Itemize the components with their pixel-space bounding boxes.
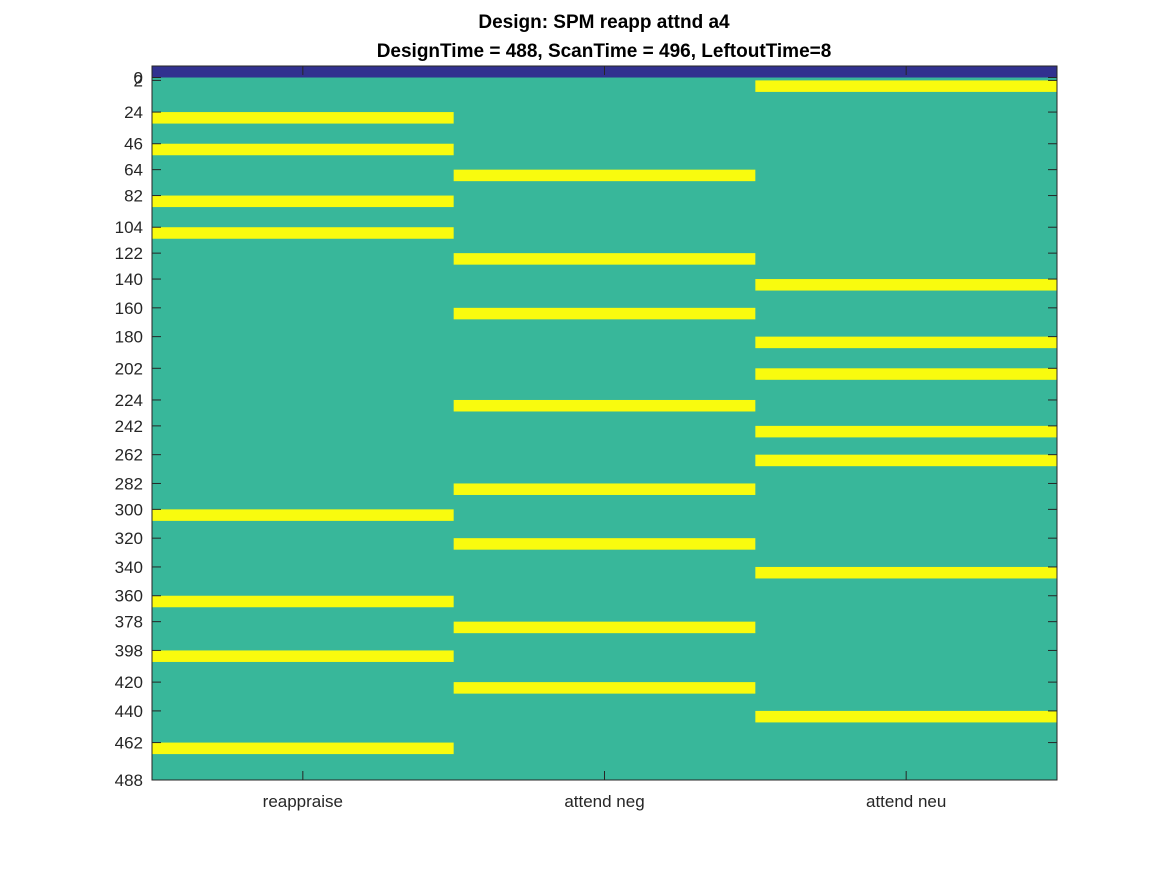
event-bar [755,336,1057,349]
event-bar [453,538,756,550]
x-tick-label: attend neg [564,792,644,811]
event-bar [152,509,454,521]
event-bar [755,454,1057,467]
event-bar [755,710,1057,723]
event-bar [755,80,1057,92]
event-bar [152,227,454,239]
y-tick-label: 340 [115,558,143,577]
event-bar [453,682,756,694]
event-bar [755,425,1057,438]
y-tick-label: 64 [124,161,143,180]
event-bar [453,307,756,320]
y-tick-label: 46 [124,135,143,154]
chart-subtitle: DesignTime = 488, ScanTime = 496, Leftou… [377,41,832,62]
y-tick-label: 488 [115,771,143,790]
chart-title: Design: SPM reapp attnd a4 [478,12,730,33]
y-tick-label: 224 [115,391,143,410]
event-bar [453,399,756,412]
event-bar [152,742,454,755]
event-bar [152,650,454,662]
event-bar [152,195,454,208]
y-tick-label: 82 [124,187,143,206]
y-tick-label: 282 [115,474,143,493]
y-tick-label: 378 [115,613,143,632]
y-tick-label: 24 [124,103,143,122]
y-tick-label: 262 [115,446,143,465]
event-bar [755,566,1057,579]
event-bar [755,279,1057,291]
y-tick-label: 0 [134,69,143,88]
x-tick-label: attend neu [866,792,946,811]
plot-area [151,65,1058,781]
y-tick-label: 180 [115,328,143,347]
y-axis: 0224466482104122140160180202224242262282… [115,69,1057,790]
y-tick-label: 122 [115,244,143,263]
y-tick-label: 320 [115,529,143,548]
event-bar [453,253,756,265]
y-tick-label: 2 [134,71,143,90]
y-tick-label: 440 [115,702,143,721]
y-tick-label: 104 [115,218,143,237]
y-tick-label: 420 [115,673,143,692]
event-bar [453,169,756,182]
event-bar [152,143,454,156]
y-tick-label: 300 [115,500,143,519]
y-tick-label: 202 [115,359,143,378]
y-tick-label: 160 [115,299,143,318]
y-tick-label: 462 [115,734,143,753]
event-bar [152,595,454,608]
event-bar [453,621,756,634]
y-tick-label: 140 [115,270,143,289]
event-bar [152,112,454,124]
y-tick-label: 398 [115,641,143,660]
x-tick-label: reappraise [263,792,343,811]
event-bar [453,483,756,495]
event-bar [755,368,1057,380]
y-tick-label: 242 [115,417,143,436]
y-tick-label: 360 [115,587,143,606]
x-axis: reappraise attend neg attend neu [263,66,946,811]
